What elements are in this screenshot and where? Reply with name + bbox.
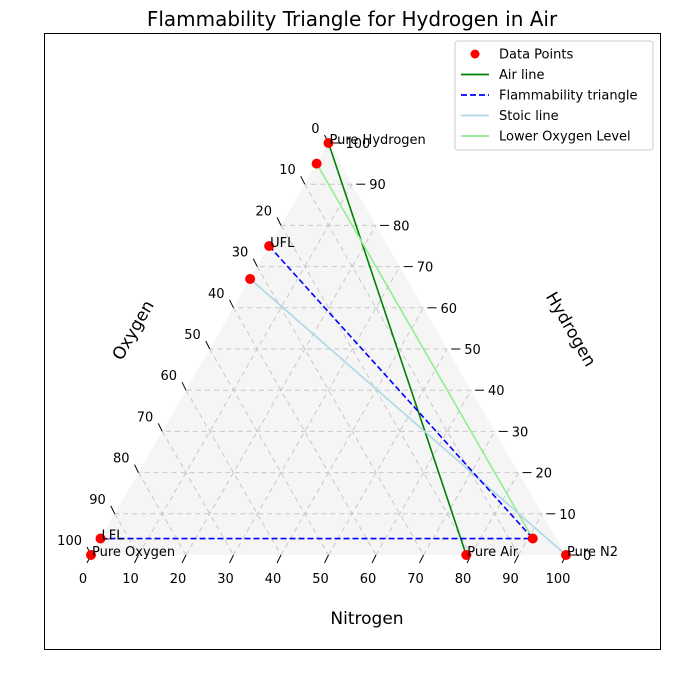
tick-label-hydrogen: 20 [536,467,553,482]
data-point [527,533,538,544]
tick-label-nitrogen: 90 [502,572,519,587]
grid-line-oxygen [209,348,329,556]
tick-label-nitrogen: 20 [170,572,187,587]
legend-label: Stoic line [499,109,559,124]
grid-line-oxygen [138,472,187,556]
tick-oxygen [252,258,258,267]
tick-label-oxygen: 90 [89,493,106,508]
tick-label-oxygen: 60 [160,369,177,384]
tick-label-nitrogen: 30 [217,572,234,587]
tick-nitrogen [276,554,282,564]
tick-label-hydrogen: 30 [512,425,529,440]
data-point [86,550,96,560]
tick-nitrogen [134,554,139,564]
data-point [264,241,275,251]
data-points [86,138,571,560]
grid-line-oxygen [161,431,234,556]
tick-nitrogen [419,554,424,564]
tick-label-nitrogen: 40 [265,572,282,587]
tick-nitrogen [181,554,187,564]
tick-label-nitrogen: 100 [546,572,571,587]
tick-nitrogen [229,554,234,564]
tick-label-oxygen: 80 [113,452,130,467]
data-point [245,273,256,284]
grid-line-oxygen [185,389,282,556]
tick-oxygen [181,381,187,391]
tick-oxygen [157,423,163,432]
tick-nitrogen [324,554,329,564]
tick-oxygen [110,505,116,515]
tick-label-hydrogen: 60 [441,302,458,317]
tick-label-hydrogen: 0 [583,549,591,564]
grid-line-nitrogen [470,472,519,556]
tick-oxygen [205,340,211,350]
point-label: Pure Air [467,545,519,560]
legend: Data Points Air line Flammability triangle… [454,40,654,151]
tick-label-oxygen: 50 [184,328,201,343]
tick-oxygen [276,217,282,226]
tick-label-nitrogen: 10 [122,572,139,587]
tick-label-oxygen: 100 [57,534,82,549]
grid-line-oxygen [114,513,139,556]
tick-label-hydrogen: 10 [559,508,576,523]
grid-line-nitrogen [518,513,543,556]
legend-marker [470,49,480,59]
data-point [95,533,106,544]
tick-label-oxygen: 10 [279,163,296,178]
legend-label: Flammability triangle [499,89,637,104]
tick-label-nitrogen: 0 [79,572,87,587]
axis-title-left: Oxygen [109,297,159,364]
tick-nitrogen [514,554,519,564]
tick-label-hydrogen: 100 [346,137,371,152]
data-point [561,550,571,560]
tick-oxygen [300,175,306,185]
tick-nitrogen [371,554,377,564]
point-label: Pure Hydrogen [330,133,426,148]
chart-title: Flammability Triangle for Hydrogen in Ai… [147,7,558,31]
tick-marks: 0 0 0 10 10 10 20 20 20 30 30 30 40 40 40 50 50 50 60 60 60 7… [57,122,591,587]
point-label: LFL [102,529,125,544]
tick-oxygen [134,464,139,473]
data-point [323,138,334,148]
tick-label-hydrogen: 40 [488,384,505,399]
legend-label: Air line [499,68,544,83]
tick-oxygen [229,299,234,309]
grid-line-oxygen [256,266,424,556]
tick-label-nitrogen: 60 [360,572,377,587]
tick-label-hydrogen: 50 [464,343,481,358]
axes-frame [44,33,661,650]
axis-title-bottom: Nitrogen [330,609,403,629]
series-line-air-line [327,142,468,556]
grid-line-nitrogen [328,348,448,556]
tick-label-oxygen: 30 [232,246,249,261]
tick-label-oxygen: 0 [311,122,319,137]
tick-label-hydrogen: 70 [417,261,434,276]
legend-label: Lower Oxygen Level [499,130,631,145]
tick-label-oxygen: 40 [208,287,225,302]
series-line-flammability-triangle [268,245,534,540]
point-label: Pure Oxygen [92,545,175,560]
point-labels: Pure Hydrogen Pure Oxygen Pure N2 Pure Air L… [92,133,618,560]
tick-label-oxygen: 70 [137,410,154,425]
tick-label-oxygen: 20 [255,204,272,219]
tick-label-hydrogen: 80 [393,219,410,234]
series-line-lower-oxygen-level [315,163,534,539]
tick-label-hydrogen: 90 [369,178,386,193]
legend-box [454,40,654,151]
tick-label-nitrogen: 80 [455,572,472,587]
data-point [461,550,472,560]
legend-label: Data Points [499,48,573,63]
series-lines [100,142,567,556]
tick-label-nitrogen: 70 [407,572,424,587]
point-label: UFL [270,236,295,251]
data-point [311,158,322,169]
axis-title-right: Hydrogen [541,289,600,371]
point-label: Pure N2 [567,545,618,560]
grid-line-nitrogen [233,266,401,556]
tick-label-nitrogen: 50 [312,572,329,587]
series-line-stoic-line [249,278,567,556]
grid-line-nitrogen [375,389,472,556]
